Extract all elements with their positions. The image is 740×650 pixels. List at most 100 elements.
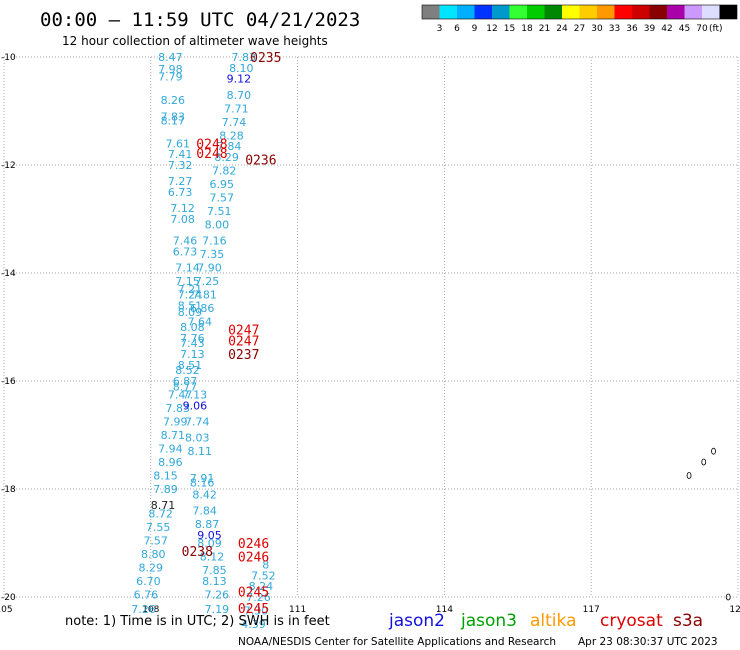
pass-time-label: 0236 [245, 154, 276, 169]
swh-value: 7.74 [185, 416, 210, 429]
legend-s3a: s3a [673, 611, 703, 631]
colorbar-label: 33 [609, 24, 620, 34]
colorbar-label: 39 [644, 24, 656, 34]
swh-value: 9.12 [227, 73, 252, 86]
swh-value: 8.47 [158, 51, 183, 64]
colorbar-swatch [719, 5, 737, 19]
satellite-legend: jason2 jason3 altika cryosat s3a [388, 611, 703, 631]
swh-value: 7.26 [246, 591, 271, 604]
pass-time-label: 0235 [250, 51, 281, 66]
swh-value: 7.83 [161, 110, 186, 123]
y-tick-label: -10 [1, 53, 16, 63]
colorbar-swatch [684, 5, 702, 19]
swh-value: 7.55 [146, 521, 171, 534]
pass-time-label: 0248 [196, 147, 227, 162]
pass-time-label: 0245 [238, 602, 269, 617]
swh-value: 7.85 [202, 564, 227, 577]
colorbar-swatch [649, 5, 667, 19]
swh-value: 8.09 [197, 537, 222, 550]
swh-value: 7.82 [212, 164, 237, 177]
swh-value: 7.46 [173, 235, 198, 248]
swh-value: 8.51 [178, 359, 203, 372]
colorbar-swatch [544, 5, 562, 19]
colorbar-label: 45 [679, 24, 690, 34]
swh-value: 7.15 [175, 275, 200, 288]
swh-value: 7.19 [205, 603, 230, 616]
swh-value: 9.05 [197, 529, 222, 542]
colorbar-swatch [492, 5, 510, 19]
colorbar-swatch [439, 5, 457, 19]
pass-time-label: 0238 [182, 545, 213, 560]
swh-value: 7.79 [158, 70, 183, 83]
swh-value: 8.29 [139, 561, 164, 574]
swh-value: 7.21 [178, 283, 203, 296]
pass-time-label: 0246 [238, 537, 269, 552]
island-outline [686, 472, 692, 479]
swh-value: 8.26 [161, 94, 186, 107]
swh-value: 6.73 [173, 245, 198, 258]
legend-jason3: jason3 [460, 611, 517, 631]
swh-value: 7.84 [217, 140, 242, 153]
swh-value: 8.16 [190, 477, 215, 490]
swh-value: 8.77 [173, 380, 198, 393]
swh-value: 6.73 [168, 186, 193, 199]
colorbar-swatch [422, 5, 440, 19]
colorbar-label: 21 [539, 24, 550, 34]
swh-value: 8.29 [214, 151, 239, 164]
colorbar-label: 36 [626, 24, 638, 34]
swh-value: 7.12 [170, 202, 195, 215]
colorbar-label: 27 [574, 24, 585, 34]
footer-note: note: 1) Time is in UTC; 2) SWH is in fe… [65, 614, 330, 629]
swh-value: 7.51 [207, 205, 232, 218]
colorbar-label: 6 [454, 24, 460, 34]
colorbar-label: 42 [661, 24, 672, 34]
swh-value: 7.98 [158, 63, 183, 76]
swh-value: 7.57 [210, 191, 235, 204]
swh-value: 6.95 [210, 178, 235, 191]
colorbar-swatch [667, 5, 685, 19]
swh-value: 7.81 [192, 289, 217, 302]
footer-credit: NOAA/NESDIS Center for Satellite Applica… [238, 636, 556, 648]
colorbar-swatch [474, 5, 492, 19]
swh-value: 7.71 [224, 102, 249, 115]
swh-value: 8.70 [227, 89, 252, 102]
swh-value: 7.83 [165, 402, 190, 415]
x-tick-label: 117 [583, 605, 600, 615]
colorbar-swatch [579, 5, 597, 19]
swh-value: 7.08 [170, 213, 195, 226]
swh-value: 7.13 [180, 348, 205, 361]
colorbar-label: 9 [472, 24, 478, 34]
swh-value: 9.06 [183, 399, 208, 412]
swh-value: 7.26 [205, 588, 230, 601]
y-tick-label: -12 [1, 161, 16, 171]
footer-timestamp: Apr 23 08:30:37 UTC 2023 [578, 636, 718, 648]
pass-time-label: 0247 [228, 324, 259, 339]
colorbar-swatch [457, 5, 475, 19]
colorbar-label: 18 [521, 24, 533, 34]
pass-time-label: 0247 [228, 335, 259, 350]
colorbar-swatch [562, 5, 580, 19]
swh-value: 8.28 [219, 129, 244, 142]
swh-value: 7.35 [200, 248, 225, 261]
swh-value: 7.13 [183, 389, 208, 402]
swh-value: 7.26 [131, 603, 156, 616]
pass-time-label: 0246 [238, 551, 269, 566]
swh-value: 8.87 [195, 518, 220, 531]
swh-value: 8.96 [158, 456, 183, 469]
colorbar-unit: (ft) [709, 24, 723, 34]
chart-title: 00:00 – 11:59 UTC 04/21/2023 [40, 9, 360, 31]
swh-value: 7.64 [187, 316, 212, 329]
swh-value: 8.71 [161, 429, 186, 442]
swh-value: 7.61 [165, 137, 190, 150]
swh-value: 8.00 [205, 218, 230, 231]
swh-value: 7.41 [168, 148, 193, 161]
swh-value: 7.74 [222, 116, 247, 129]
swh-value: 8.03 [185, 432, 210, 445]
colorbar-frame [421, 4, 738, 20]
island-outline [725, 593, 731, 601]
swh-value: 8 [262, 559, 269, 572]
y-tick-label: -14 [1, 269, 16, 279]
swh-value: 8.13 [202, 575, 227, 588]
swh-value: 8.11 [187, 445, 212, 458]
